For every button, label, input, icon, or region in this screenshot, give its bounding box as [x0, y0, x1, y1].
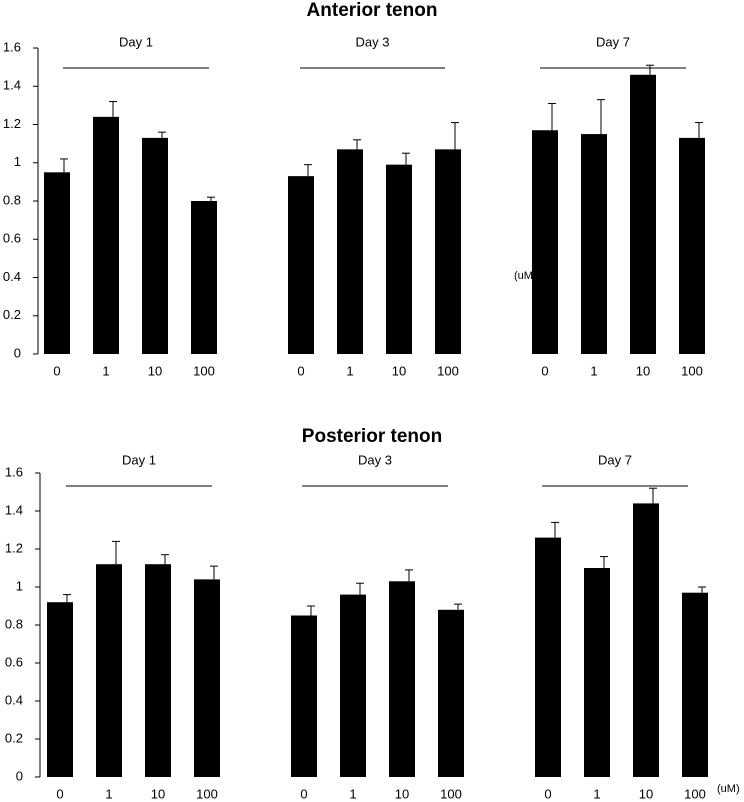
y-tick-label: 0: [14, 345, 21, 360]
bar: [93, 116, 119, 354]
y-tick-label: 0.8: [3, 192, 21, 207]
bar: [532, 130, 558, 354]
x-tick-label: 10: [395, 786, 409, 801]
bar: [47, 602, 73, 777]
bar: [337, 149, 363, 354]
bar: [630, 74, 656, 355]
group-label: Day 3: [356, 34, 390, 49]
y-tick-label: 1.4: [3, 78, 21, 93]
bar: [679, 137, 705, 354]
bar: [340, 594, 366, 777]
y-tick-label: 0.2: [3, 307, 21, 322]
y-tick-label: 0.2: [5, 730, 23, 745]
y-tick-label: 0.4: [5, 692, 23, 707]
group-label: Day 1: [122, 452, 156, 467]
group-label: Day 3: [358, 452, 392, 467]
bar: [291, 615, 317, 777]
bar: [682, 592, 708, 777]
x-tick-label: 1: [349, 786, 356, 801]
x-tick-label: 0: [300, 786, 307, 801]
y-tick-label: 1.6: [3, 39, 21, 54]
chart-title: Anterior tenon: [307, 0, 438, 21]
y-tick-label: 1: [16, 578, 23, 593]
x-tick-label: 0: [56, 786, 63, 801]
x-tick-label: 0: [297, 363, 304, 378]
bar: [145, 564, 171, 777]
x-tick-label: 1: [102, 363, 109, 378]
bar: [142, 137, 168, 354]
bar: [438, 609, 464, 777]
x-tick-label: 10: [639, 786, 653, 801]
unit-label: (uM: [514, 270, 533, 282]
bar: [191, 201, 217, 354]
chart-title: Posterior tenon: [302, 426, 442, 447]
x-tick-label: 10: [151, 786, 165, 801]
bar: [96, 564, 122, 777]
group-label: Day 7: [598, 452, 632, 467]
y-tick-label: 1.4: [5, 502, 23, 517]
bar: [435, 149, 461, 354]
y-tick-label: 0.4: [3, 269, 21, 284]
bar: [386, 164, 412, 354]
x-tick-label: 100: [196, 786, 218, 801]
bar: [389, 581, 415, 777]
bar: [584, 568, 610, 777]
bar: [581, 134, 607, 354]
x-tick-label: 10: [636, 363, 650, 378]
x-tick-label: 10: [392, 363, 406, 378]
x-tick-label: 1: [346, 363, 353, 378]
group-label: Day 1: [119, 34, 153, 49]
group-label: Day 7: [596, 34, 630, 49]
unit-label: (uM): [717, 783, 740, 795]
x-tick-label: 100: [193, 363, 215, 378]
bar: [288, 176, 314, 354]
x-tick-label: 100: [440, 786, 462, 801]
y-tick-label: 0.6: [3, 231, 21, 246]
x-tick-label: 1: [593, 786, 600, 801]
x-tick-label: 100: [681, 363, 703, 378]
y-tick-label: 1: [14, 154, 21, 169]
y-tick-label: 0.6: [5, 654, 23, 669]
x-tick-label: 100: [684, 786, 706, 801]
x-tick-label: 1: [105, 786, 112, 801]
bar: [194, 579, 220, 777]
y-tick-label: 1.6: [5, 464, 23, 479]
y-tick-label: 0: [16, 768, 23, 783]
y-tick-label: 1.2: [3, 116, 21, 131]
y-tick-label: 0.8: [5, 616, 23, 631]
x-tick-label: 10: [148, 363, 162, 378]
x-tick-label: 0: [541, 363, 548, 378]
y-tick-label: 1.2: [5, 540, 23, 555]
x-tick-label: 100: [437, 363, 459, 378]
bar: [44, 172, 70, 354]
x-tick-label: 0: [53, 363, 60, 378]
x-tick-label: 1: [590, 363, 597, 378]
bar: [535, 537, 561, 777]
bar: [633, 503, 659, 777]
x-tick-label: 0: [544, 786, 551, 801]
